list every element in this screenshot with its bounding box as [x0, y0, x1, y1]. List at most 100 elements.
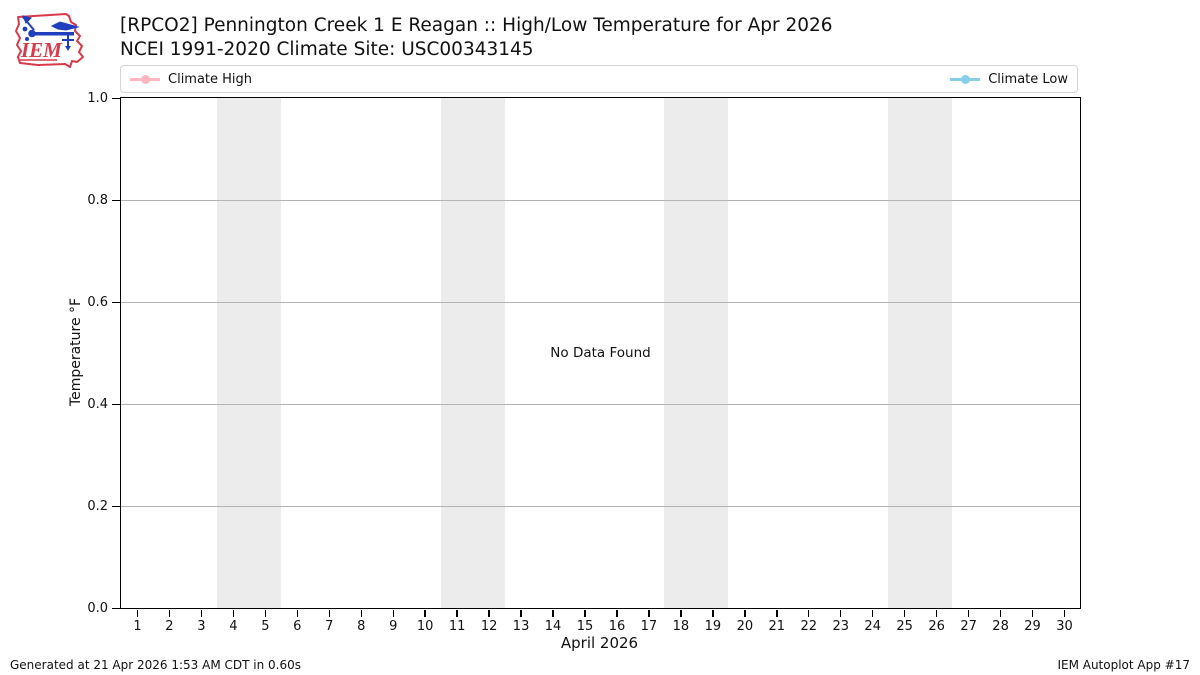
y-tick-label: 0.2: [87, 498, 108, 514]
x-tick: [999, 610, 1002, 617]
x-tick: [648, 610, 650, 617]
chart-legend: Climate High Climate Low: [120, 65, 1078, 93]
x-tick-label: 14: [544, 619, 562, 634]
x-tick-label: 24: [864, 619, 881, 634]
iowa-outline-icon: [15, 13, 84, 68]
x-tick: [776, 610, 778, 617]
x-tick-label: 13: [512, 619, 530, 634]
y-tick: [112, 607, 120, 610]
x-tick-label: 8: [357, 619, 366, 634]
y-tick: [112, 505, 120, 508]
x-tick: [424, 610, 426, 617]
x-tick: [1063, 610, 1066, 617]
page-title: [RPCO2] Pennington Creek 1 E Reagan :: H…: [120, 15, 833, 36]
weathervane-icon: [22, 15, 80, 51]
legend-item-climate-low: Climate Low: [950, 72, 1068, 87]
y-tick: [112, 301, 120, 304]
gridline: [121, 301, 1080, 303]
y-tick-label: 1.0: [87, 90, 108, 106]
no-data-message: No Data Found: [550, 345, 651, 361]
x-tick-label: 29: [1024, 619, 1041, 634]
iem-logo: IEM: [15, 13, 84, 68]
y-tick-label: 0.4: [87, 396, 108, 412]
x-tick-label: 23: [832, 619, 850, 634]
x-tick: [136, 610, 139, 617]
x-tick: [840, 610, 842, 617]
x-tick: [1031, 610, 1034, 617]
legend-item-climate-high: Climate High: [130, 72, 252, 87]
weekend-shading-band: [440, 98, 505, 608]
x-tick-label: 25: [896, 619, 913, 634]
x-tick-label: 17: [640, 619, 658, 634]
x-tick-label: 11: [448, 619, 466, 634]
x-tick-label: 15: [576, 619, 594, 634]
y-tick-label: 0.6: [87, 294, 108, 310]
y-axis-label: Temperature °F: [68, 297, 84, 407]
x-tick: [392, 610, 394, 617]
x-tick: [744, 610, 746, 617]
x-tick: [712, 610, 714, 617]
x-tick: [264, 610, 267, 617]
legend-label-climate-high: Climate High: [168, 71, 253, 87]
generated-timestamp: Generated at 21 Apr 2026 1:53 AM CDT in …: [10, 658, 301, 672]
logo-text: IEM: [20, 38, 63, 62]
y-tick: [112, 199, 120, 202]
x-tick: [584, 610, 586, 617]
x-tick-label: 22: [800, 619, 818, 634]
title-block: [RPCO2] Pennington Creek 1 E Reagan :: H…: [120, 14, 833, 62]
x-tick: [680, 610, 682, 617]
x-tick: [296, 610, 298, 617]
weekend-shading-band: [664, 98, 729, 608]
x-tick-label: 2: [165, 619, 174, 634]
x-tick-label: 1: [133, 619, 142, 634]
y-tick: [112, 97, 120, 100]
x-tick-label: 6: [293, 619, 302, 634]
gridline: [121, 403, 1080, 405]
x-tick-label: 3: [197, 619, 206, 634]
x-tick-label: 4: [229, 619, 238, 634]
x-tick-label: 27: [960, 619, 977, 634]
x-tick-label: 5: [261, 619, 270, 634]
app-credit: IEM Autoplot App #17: [1057, 658, 1190, 672]
page-subtitle: NCEI 1991-2020 Climate Site: USC00343145: [120, 39, 534, 60]
x-tick: [520, 610, 522, 617]
x-tick-label: 28: [992, 619, 1009, 634]
weekend-shading-band: [216, 98, 281, 608]
gridline: [121, 199, 1080, 201]
x-tick-label: 19: [704, 619, 722, 634]
weekend-shading-band: [888, 98, 953, 608]
x-tick: [232, 610, 235, 617]
x-tick: [328, 610, 330, 617]
x-tick: [967, 610, 970, 617]
x-axis-label: April 2026: [560, 634, 639, 652]
x-tick-label: 20: [736, 619, 754, 634]
x-tick-label: 7: [325, 619, 334, 634]
x-tick: [360, 610, 362, 617]
x-tick-label: 21: [768, 619, 786, 634]
plot-area: No Data Found: [120, 97, 1081, 609]
x-tick: [488, 610, 490, 617]
x-tick: [168, 610, 171, 617]
x-tick: [935, 610, 938, 617]
climate-high-marker-icon: [130, 74, 160, 84]
x-tick-label: 30: [1056, 619, 1073, 634]
y-tick: [112, 403, 120, 406]
y-tick-label: 0.0: [87, 600, 108, 616]
x-tick: [200, 610, 203, 617]
x-tick-label: 12: [480, 619, 498, 634]
x-tick: [552, 610, 554, 617]
x-tick-label: 26: [928, 619, 945, 634]
x-tick: [616, 610, 618, 617]
climate-low-marker-icon: [950, 74, 981, 84]
x-tick-label: 10: [416, 619, 434, 634]
x-tick-label: 9: [389, 619, 398, 634]
y-tick-label: 0.8: [87, 192, 108, 208]
x-tick: [903, 610, 906, 617]
x-tick-label: 16: [608, 619, 626, 634]
legend-label-climate-low: Climate Low: [988, 71, 1068, 87]
x-tick: [808, 610, 810, 617]
x-tick: [456, 610, 458, 617]
x-tick-label: 18: [672, 619, 690, 634]
x-tick: [872, 610, 874, 617]
